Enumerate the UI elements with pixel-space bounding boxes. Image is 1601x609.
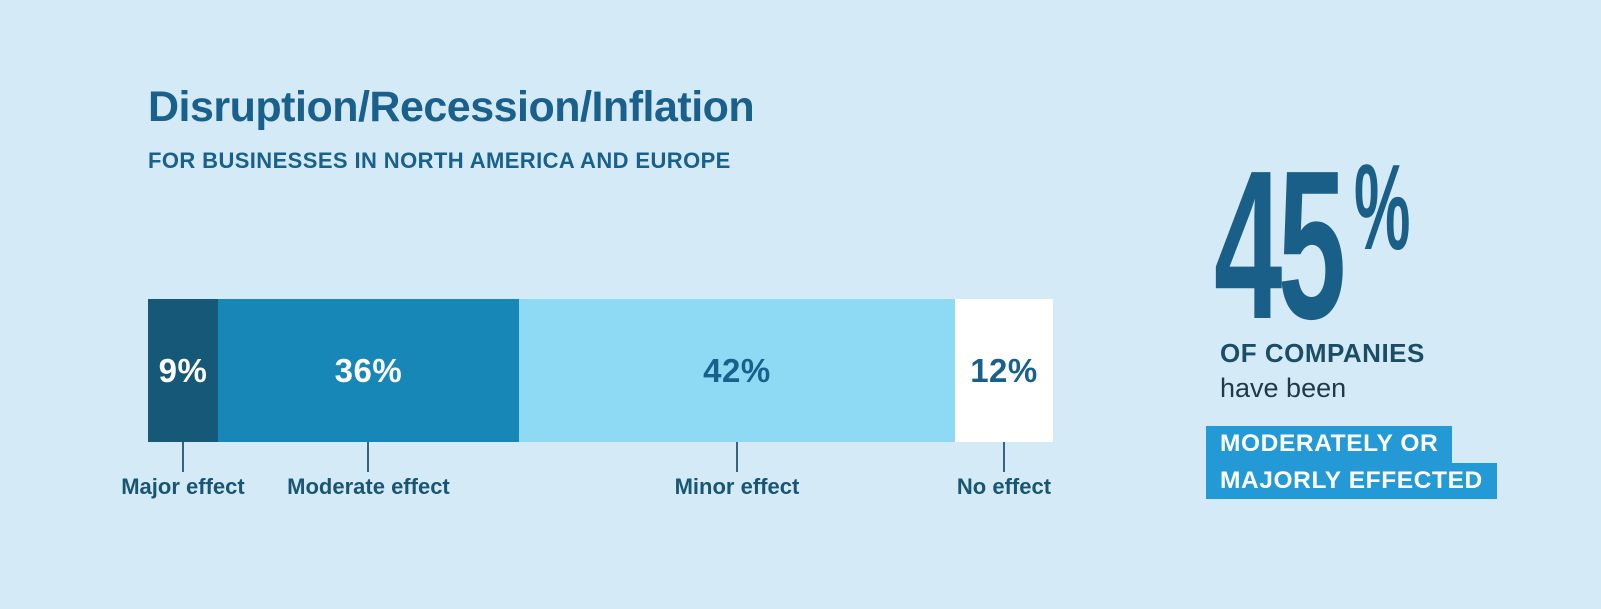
category-label-no-effect: No effect (956, 474, 1052, 499)
key-stat-callout: 45 % OF COMPANIES have been MODERATELY O… (1206, 139, 1538, 552)
bar-segment-moderate-effect: 36% (217, 299, 519, 442)
segment-value-label: 9% (158, 351, 208, 389)
category-label-minor-effect: Minor effect (674, 474, 800, 499)
label-cell-no-effect: No effect (955, 442, 1053, 499)
segment-value-label: 36% (334, 351, 403, 389)
bar-segment-minor-effect: 42% (518, 299, 955, 442)
category-labels-row: Major effect Moderate effect Minor effec… (121, 442, 1053, 499)
page-subtitle: FOR BUSINESSES IN NORTH AMERICA AND EURO… (148, 148, 731, 173)
stacked-bar-chart: 9% 36% 42% 12% (148, 299, 1053, 442)
highlight-badge: MODERATELY OR MAJORLY EFFECTED (1206, 426, 1497, 499)
label-cell-minor-effect: Minor effect (519, 442, 955, 499)
tick-mark (367, 442, 370, 472)
bar-segment-major-effect: 9% (148, 299, 218, 442)
highlight-line-majorly-effected: MAJORLY EFFECTED (1206, 462, 1497, 499)
bar-segment-no-effect: 12% (954, 299, 1053, 442)
category-label-major-effect: Major effect (121, 474, 245, 499)
label-cell-moderate-effect: Moderate effect (218, 442, 519, 499)
tick-mark (735, 442, 738, 472)
segment-value-label: 12% (970, 351, 1038, 389)
stat-caption-have-been: have been (1220, 373, 1347, 403)
tick-mark (181, 442, 184, 472)
highlight-line-moderately-or: MODERATELY OR (1206, 426, 1453, 463)
stat-caption-of-companies: OF COMPANIES (1220, 338, 1425, 368)
stat-percent-sign: % (1354, 139, 1411, 275)
category-label-moderate-effect: Moderate effect (287, 474, 450, 499)
page-title: Disruption/Recession/Inflation (148, 83, 755, 131)
label-cell-major-effect: Major effect (121, 442, 245, 499)
segment-value-label: 42% (703, 351, 771, 389)
tick-mark (1002, 442, 1005, 472)
stat-number: 45 (1214, 126, 1346, 363)
